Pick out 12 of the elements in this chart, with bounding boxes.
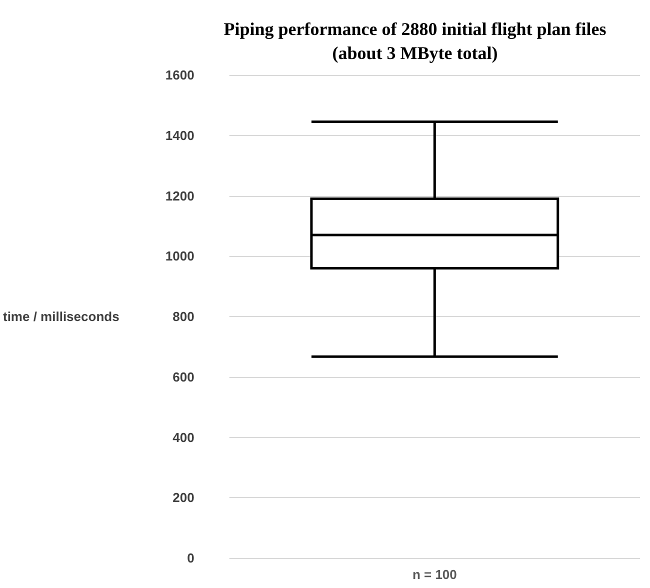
y-tick-label: 400	[172, 430, 194, 445]
y-tick-label: 1600	[165, 68, 194, 82]
y-tick-label: 1000	[165, 248, 194, 264]
y-tick-label: 1200	[165, 188, 194, 204]
y-axis-title: time / milliseconds	[2, 309, 120, 324]
x-tick-label: n = 100	[412, 567, 457, 582]
y-tick-label: 800	[172, 309, 194, 324]
y-tick-label: 1400	[165, 128, 194, 143]
y-tick-label: 600	[172, 369, 194, 384]
y-tick-label: 200	[172, 490, 194, 506]
chart-title: Piping performance of 2880 initial flight plan files (about 3 MByte total)	[224, 19, 606, 63]
y-tick-label: 0	[187, 550, 194, 566]
